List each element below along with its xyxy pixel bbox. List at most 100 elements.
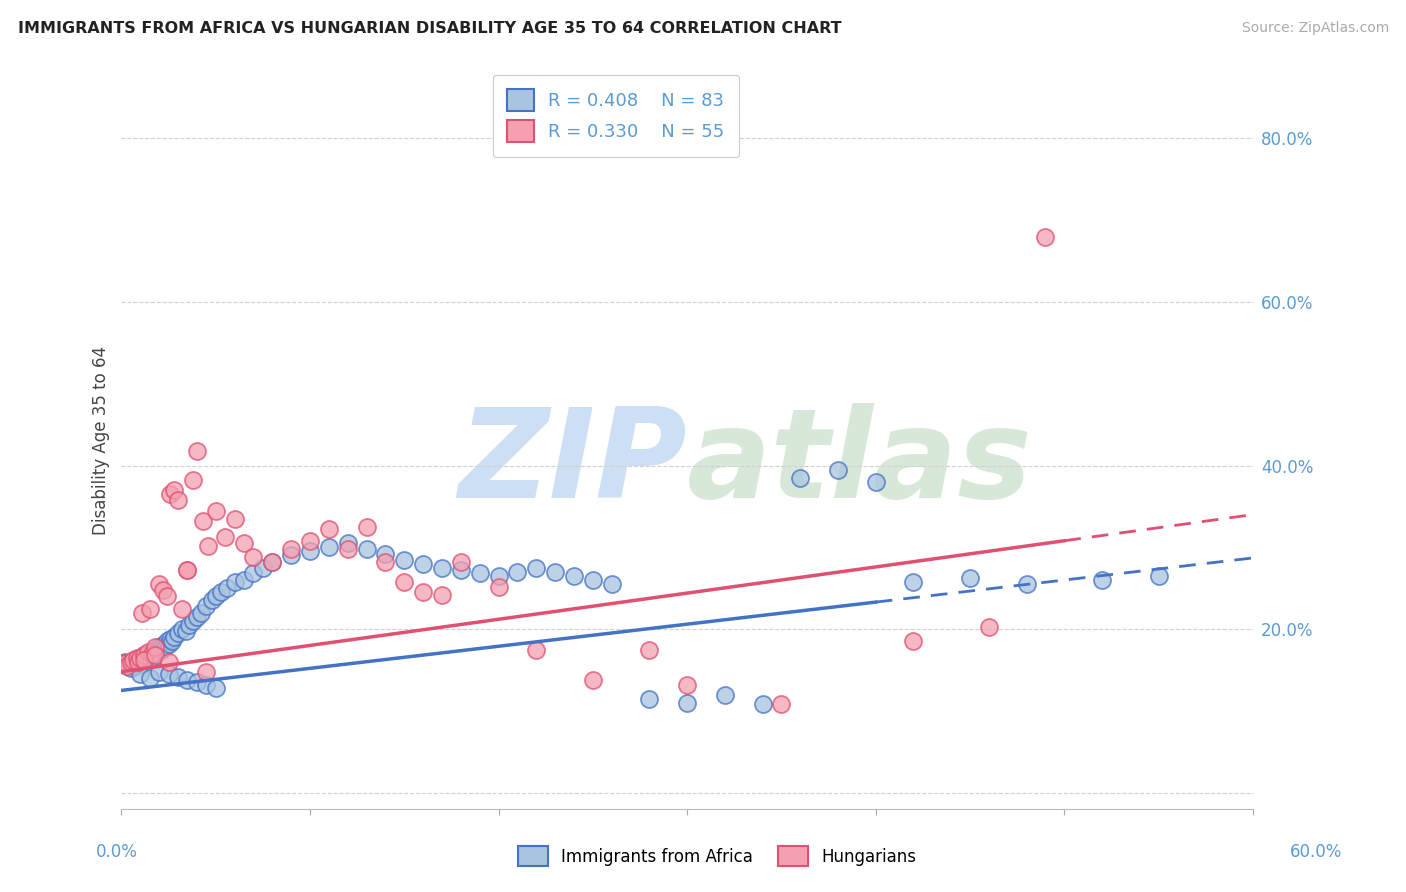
- Point: [136, 645, 159, 659]
- Point: [138, 601, 160, 615]
- Point: [280, 549, 302, 563]
- Point: [131, 606, 153, 620]
- Point: [167, 626, 190, 640]
- Point: [582, 573, 605, 587]
- Point: [132, 648, 155, 663]
- Point: [224, 511, 246, 525]
- Point: [162, 634, 184, 648]
- Point: [252, 560, 274, 574]
- Point: [318, 522, 340, 536]
- Point: [280, 541, 302, 556]
- Point: [145, 648, 167, 663]
- Text: atlas: atlas: [688, 402, 1033, 524]
- Point: [224, 574, 246, 589]
- Point: [179, 618, 201, 632]
- Legend: R = 0.408    N = 83, R = 0.330    N = 55: R = 0.408 N = 83, R = 0.330 N = 55: [492, 75, 740, 157]
- Point: [204, 590, 226, 604]
- Point: [770, 698, 793, 712]
- Point: [170, 601, 193, 615]
- Point: [186, 443, 208, 458]
- Point: [132, 653, 155, 667]
- Point: [209, 585, 232, 599]
- Point: [127, 655, 149, 669]
- Text: ZIP: ZIP: [458, 402, 688, 524]
- Point: [468, 566, 491, 581]
- Point: [125, 657, 148, 671]
- Point: [262, 555, 284, 569]
- Point: [153, 640, 176, 654]
- Point: [524, 642, 547, 657]
- Point: [318, 541, 340, 555]
- Point: [142, 647, 165, 661]
- Point: [215, 581, 238, 595]
- Point: [152, 582, 174, 597]
- Point: [124, 659, 146, 673]
- Text: 60.0%: 60.0%: [1291, 843, 1343, 861]
- Point: [157, 637, 180, 651]
- Point: [129, 667, 152, 681]
- Point: [138, 648, 160, 663]
- Point: [156, 590, 179, 604]
- Point: [170, 622, 193, 636]
- Point: [129, 650, 152, 665]
- Point: [827, 462, 849, 476]
- Point: [195, 599, 218, 614]
- Point: [145, 640, 167, 654]
- Point: [262, 555, 284, 569]
- Point: [204, 681, 226, 695]
- Point: [135, 650, 157, 665]
- Point: [118, 657, 141, 671]
- Point: [156, 634, 179, 648]
- Point: [638, 642, 661, 657]
- Point: [1147, 569, 1170, 583]
- Point: [163, 630, 186, 644]
- Point: [163, 483, 186, 497]
- Point: [430, 588, 453, 602]
- Point: [638, 691, 661, 706]
- Point: [145, 642, 167, 657]
- Point: [195, 665, 218, 679]
- Y-axis label: Disability Age 35 to 64: Disability Age 35 to 64: [93, 346, 110, 535]
- Point: [336, 536, 359, 550]
- Point: [1091, 573, 1114, 587]
- Point: [524, 560, 547, 574]
- Point: [120, 661, 142, 675]
- Point: [136, 647, 159, 661]
- Point: [176, 673, 198, 687]
- Point: [600, 577, 623, 591]
- Point: [1015, 577, 1038, 591]
- Point: [121, 655, 143, 669]
- Point: [159, 487, 181, 501]
- Point: [115, 659, 138, 673]
- Point: [430, 560, 453, 574]
- Point: [903, 574, 925, 589]
- Point: [242, 550, 264, 565]
- Point: [157, 667, 180, 681]
- Point: [233, 536, 256, 550]
- Point: [114, 657, 136, 671]
- Point: [190, 606, 212, 620]
- Point: [181, 614, 204, 628]
- Point: [152, 639, 174, 653]
- Point: [201, 593, 224, 607]
- Point: [582, 673, 605, 687]
- Point: [789, 471, 811, 485]
- Point: [191, 514, 214, 528]
- Point: [450, 555, 472, 569]
- Point: [356, 520, 378, 534]
- Point: [488, 580, 510, 594]
- Point: [150, 642, 173, 657]
- Point: [977, 620, 1000, 634]
- Point: [204, 503, 226, 517]
- Legend: Immigrants from Africa, Hungarians: Immigrants from Africa, Hungarians: [512, 839, 922, 873]
- Text: Source: ZipAtlas.com: Source: ZipAtlas.com: [1241, 21, 1389, 35]
- Point: [121, 653, 143, 667]
- Point: [865, 475, 887, 489]
- Point: [141, 647, 163, 661]
- Point: [394, 552, 416, 566]
- Point: [148, 577, 170, 591]
- Point: [186, 610, 208, 624]
- Point: [197, 539, 219, 553]
- Point: [186, 675, 208, 690]
- Point: [176, 563, 198, 577]
